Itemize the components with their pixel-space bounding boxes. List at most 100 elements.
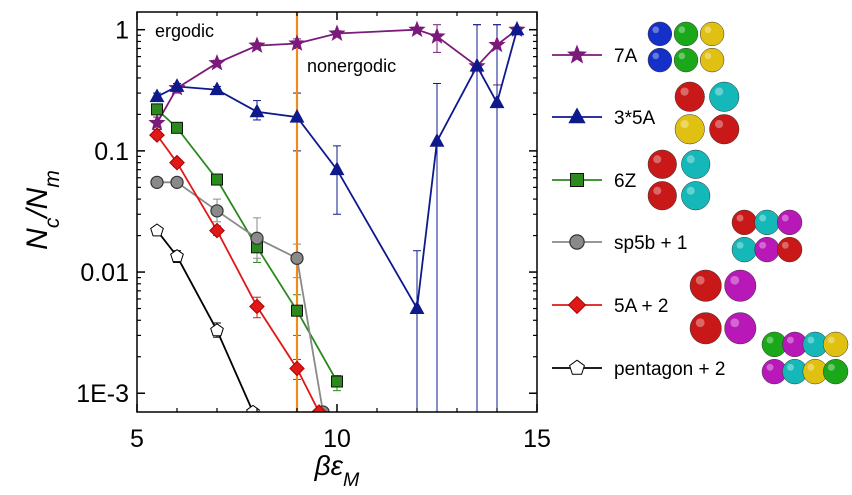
cluster-sphere (674, 114, 705, 145)
data-point (311, 404, 327, 412)
x-tick-label: 10 (323, 425, 351, 453)
cluster-sphere (724, 269, 757, 302)
cluster-sphere-highlight (807, 336, 815, 344)
cluster-sphere (822, 358, 849, 385)
data-point (170, 175, 184, 189)
y-tick-label: 0.1 (94, 138, 129, 166)
cluster-sphere (689, 269, 722, 302)
cluster-sphere-highlight (730, 275, 740, 285)
legend: 7A 3*5A 6Z sp5b + 1 5A + 2 pentagon + 2 (552, 21, 849, 385)
cluster-sphere-highlight (652, 52, 660, 60)
cluster-sphere-highlight (730, 318, 740, 328)
cluster-sphere (754, 236, 780, 263)
annotation-nonergodic: nonergodic (307, 56, 396, 76)
data-point (289, 108, 305, 123)
series-line (156, 230, 254, 412)
data-point (169, 154, 185, 171)
cluster-sphere (731, 236, 758, 263)
legend-label: 7A (614, 46, 638, 67)
legend-marker (568, 107, 586, 124)
series-lines-layer (156, 28, 518, 412)
cluster-sphere-highlight (704, 26, 712, 34)
cluster-sphere (776, 209, 803, 236)
series-line (156, 108, 338, 382)
cluster-sphere (674, 81, 705, 112)
axis-label-part: /N (21, 187, 54, 219)
legend-cluster-image (647, 149, 711, 211)
data-point (210, 323, 224, 337)
cluster-sphere-highlight (807, 363, 815, 371)
y-tick-label: 0.01 (80, 259, 129, 287)
y-tick-label: 1E-3 (76, 380, 129, 408)
legend-marker (567, 295, 587, 315)
x-tick-label: 5 (130, 425, 144, 453)
cluster-sphere-highlight (686, 155, 695, 164)
legend-marker (566, 44, 588, 64)
annotation-ergodic: ergodic (155, 21, 214, 41)
cluster-sphere (647, 21, 673, 47)
x-tick-label: 15 (523, 425, 551, 453)
y-axis-label: Nc/Nm (21, 170, 64, 250)
cluster-sphere-highlight (704, 52, 712, 60)
cluster-sphere-highlight (781, 241, 789, 249)
legend-label: 5A + 2 (614, 296, 668, 317)
cluster-sphere-highlight (695, 275, 705, 285)
axis-label-part: N (21, 228, 54, 250)
legend-label: 6Z (614, 171, 637, 192)
cluster-sphere (681, 181, 711, 211)
data-point (210, 204, 224, 218)
data-point (288, 34, 306, 51)
y-axis-label-text: Nc/Nm (21, 170, 64, 250)
axis-label-subscript: m (41, 170, 64, 188)
data-point (328, 24, 346, 41)
data-point (408, 20, 426, 38)
data-point (170, 249, 184, 263)
cluster-sphere-highlight (653, 155, 662, 164)
cluster-sphere-highlight (678, 26, 686, 34)
cluster-sphere-highlight (652, 26, 660, 34)
cluster-sphere-highlight (786, 336, 794, 344)
cluster-sphere (647, 47, 673, 73)
data-point (329, 161, 345, 176)
cluster-sphere-highlight (680, 119, 689, 129)
cluster-sphere-highlight (759, 241, 767, 249)
cluster-sphere (699, 47, 725, 73)
cluster-sphere-highlight (781, 214, 789, 222)
data-point (150, 223, 164, 237)
cluster-sphere (724, 312, 757, 345)
cluster-sphere (647, 149, 677, 179)
series-line (156, 134, 320, 412)
data-point (150, 175, 164, 189)
cluster-sphere-highlight (680, 87, 689, 96)
legend-cluster-image (647, 21, 725, 73)
cluster-sphere-highlight (766, 336, 774, 344)
data-point (149, 127, 165, 143)
y-tick-label: 1 (115, 17, 129, 45)
cluster-sphere-highlight (827, 336, 835, 344)
data-point (509, 21, 525, 36)
data-point (409, 300, 425, 314)
data-point (211, 173, 223, 186)
cluster-sphere (689, 312, 722, 345)
cluster-sphere-highlight (736, 241, 744, 249)
legend-label: sp5b + 1 (614, 233, 687, 254)
markers-layer (148, 20, 526, 412)
data-point (428, 27, 446, 44)
data-point (246, 404, 260, 412)
cluster-sphere (647, 181, 677, 211)
legend-cluster-image (674, 81, 740, 145)
data-point (151, 103, 163, 116)
legend-cluster-image (761, 331, 849, 385)
legend-marker (570, 173, 584, 187)
cluster-sphere-highlight (678, 52, 686, 60)
data-point (248, 36, 266, 53)
data-point (290, 251, 304, 265)
data-point (169, 78, 185, 92)
data-point (209, 81, 225, 96)
cluster-sphere (776, 236, 803, 263)
legend-cluster-image (731, 209, 803, 263)
data-point (429, 133, 445, 147)
series-line (156, 28, 518, 124)
cluster-sphere (673, 21, 699, 47)
